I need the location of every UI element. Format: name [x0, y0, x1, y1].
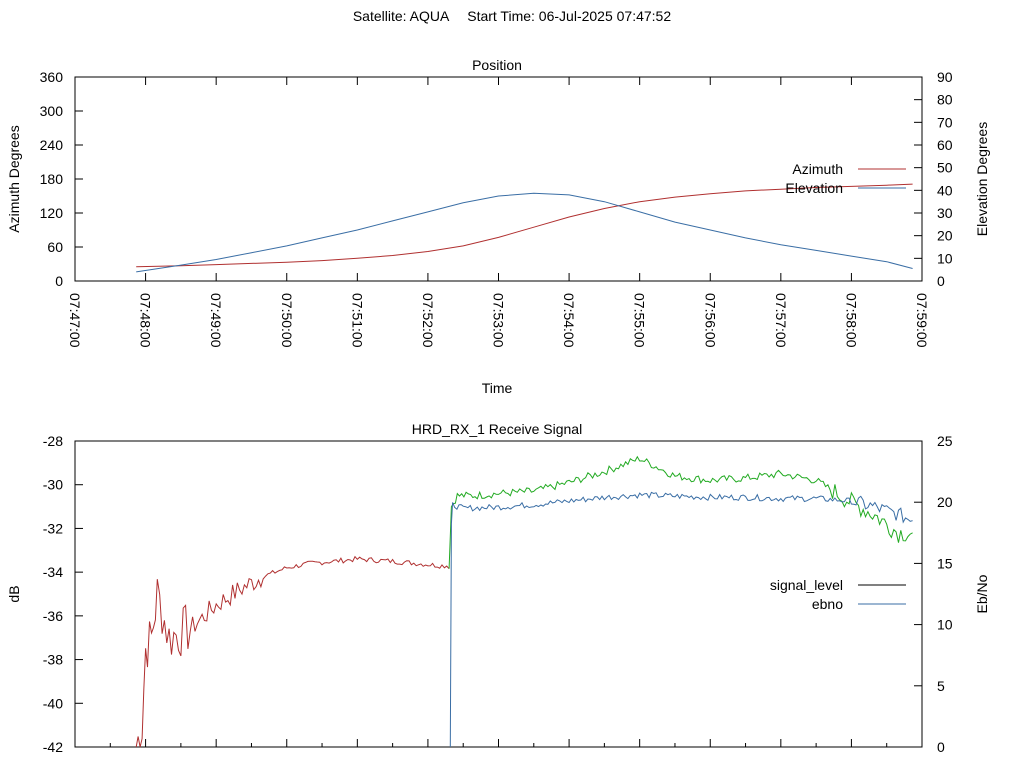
position-y2label: Elevation Degrees — [974, 122, 990, 236]
position-x-tick-label: 07:55:00 — [632, 293, 648, 348]
position-x-tick-label: 07:47:00 — [67, 293, 83, 348]
position-x-tick-label: 07:49:00 — [208, 293, 224, 348]
series-signal-level-line — [448, 455, 913, 569]
page-header: Satellite: AQUA Start Time: 06-Jul-2025 … — [0, 8, 1024, 24]
signal-y-tick-label: -30 — [43, 477, 63, 493]
signal-series — [135, 455, 913, 748]
series-azimuth-line — [136, 183, 913, 268]
position-y-tick-label: 240 — [40, 137, 64, 153]
position-y2-tick-label: 50 — [937, 160, 953, 176]
signal-panel: HRD_RX_1 Receive Signal -42-40-38-36-34-… — [6, 421, 990, 755]
position-y2-tick-label: 10 — [937, 250, 953, 266]
legend-elevation-label: Elevation — [785, 180, 843, 196]
position-y2-tick-labels: 0 10 20 30 40 50 60 70 80 90 — [937, 69, 953, 289]
signal-ylabel: dB — [6, 585, 22, 602]
signal-y2-tick-label: 10 — [937, 617, 953, 633]
position-x-tick-label: 07:48:00 — [138, 293, 154, 348]
signal-y2-tick-label: 25 — [937, 433, 953, 449]
signal-y2-tick-label: 5 — [937, 678, 945, 694]
position-x-tick-label: 07:59:00 — [914, 293, 930, 348]
position-series — [136, 183, 913, 273]
position-plot-frame — [74, 76, 923, 282]
signal-y2label: Eb/No — [974, 574, 990, 613]
start-time-label: Start Time: 06-Jul-2025 07:47:52 — [467, 8, 672, 24]
position-y2-tick-label: 80 — [937, 92, 953, 108]
position-title: Position — [472, 57, 522, 73]
signal-y-tick-label: -28 — [43, 433, 63, 449]
satellite-label: Satellite: AQUA — [352, 8, 450, 24]
position-y2-tick-label: 40 — [937, 182, 953, 198]
position-panel: Position 0 60 120 180 240 300 360 0 10 20 30 40 50 6… — [6, 57, 990, 396]
position-y-tick-label: 120 — [40, 205, 64, 221]
position-ylabel: Azimuth Degrees — [6, 125, 22, 232]
signal-ticks — [74, 440, 923, 748]
signal-y2-tick-label: 15 — [937, 555, 953, 571]
position-legend: Azimuth Elevation — [785, 161, 906, 196]
position-y2-tick-label: 30 — [937, 205, 953, 221]
series-signal-level-weak-line — [135, 555, 450, 748]
position-y2-tick-label: 0 — [937, 273, 945, 289]
position-y-tick-label: 180 — [40, 171, 64, 187]
signal-title: HRD_RX_1 Receive Signal — [412, 421, 582, 437]
position-x-tick-label: 07:57:00 — [773, 293, 789, 348]
signal-y2-tick-labels: 0 5 10 15 20 25 — [937, 433, 953, 755]
series-elevation-line — [136, 192, 913, 273]
position-x-tick-label: 07:50:00 — [279, 293, 295, 348]
position-x-tick-label: 07:56:00 — [702, 293, 718, 348]
signal-y2-tick-label: 20 — [937, 494, 953, 510]
signal-y-tick-label: -40 — [43, 695, 63, 711]
position-y-tick-label: 360 — [40, 69, 64, 85]
signal-y-tick-label: -34 — [43, 564, 63, 580]
position-y2-tick-label: 90 — [937, 69, 953, 85]
position-y2-tick-label: 60 — [937, 137, 953, 153]
legend-signal-level-label: signal_level — [770, 577, 843, 593]
legend-azimuth-label: Azimuth — [792, 161, 843, 177]
position-y-tick-label: 300 — [40, 103, 64, 119]
position-y-tick-labels: 0 60 120 180 240 300 360 — [40, 69, 64, 289]
signal-plot-frame — [74, 440, 923, 748]
position-x-tick-label: 07:58:00 — [843, 293, 859, 348]
position-ticks — [74, 76, 923, 282]
position-xlabel: Time — [482, 380, 513, 396]
position-y-tick-label: 60 — [47, 239, 63, 255]
position-y-tick-label: 0 — [55, 273, 63, 289]
position-y2-tick-label: 70 — [937, 114, 953, 130]
signal-y-tick-label: -36 — [43, 608, 63, 624]
series-ebno-line — [449, 491, 913, 748]
signal-legend: signal_level ebno — [770, 577, 906, 612]
position-x-tick-label: 07:53:00 — [491, 293, 507, 348]
position-x-tick-label: 07:54:00 — [561, 293, 577, 348]
signal-y-tick-labels: -42 -40 -38 -36 -34 -32 -30 -28 — [43, 433, 63, 755]
signal-y-tick-label: -38 — [43, 652, 63, 668]
position-y2-tick-label: 20 — [937, 228, 953, 244]
signal-y-tick-label: -32 — [43, 520, 63, 536]
position-x-tick-label: 07:51:00 — [349, 293, 365, 348]
legend-ebno-label: ebno — [812, 596, 843, 612]
position-x-tick-labels: 07:47:00 07:48:00 07:49:00 07:50:00 07:51:00… — [67, 293, 930, 348]
signal-y-tick-label: -42 — [43, 739, 63, 755]
position-x-tick-label: 07:52:00 — [420, 293, 436, 348]
signal-y2-tick-label: 0 — [937, 739, 945, 755]
